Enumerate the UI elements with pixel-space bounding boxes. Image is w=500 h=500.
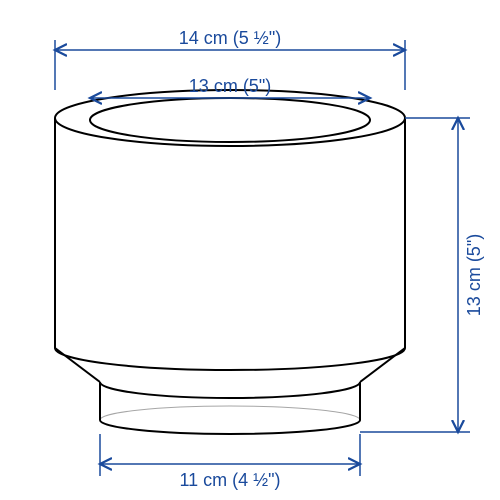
step-right bbox=[360, 348, 405, 382]
dim-height: 13 cm (5") bbox=[360, 118, 484, 432]
base-bottom-arc bbox=[100, 420, 360, 434]
base-bottom-back-arc bbox=[100, 406, 360, 420]
rim-inner bbox=[90, 98, 370, 142]
dimension-diagram: 14 cm (5 ½") 13 cm (5") 13 cm (5") 11 cm… bbox=[0, 0, 500, 500]
body-bottom-arc bbox=[55, 348, 405, 370]
dim-bottom-label: 11 cm (4 ½") bbox=[179, 470, 280, 490]
dim-top-outer-label: 14 cm (5 ½") bbox=[179, 28, 281, 48]
pot-outline bbox=[55, 90, 405, 434]
step-arc bbox=[100, 382, 360, 398]
step-left bbox=[55, 348, 100, 382]
dim-height-label: 13 cm (5") bbox=[464, 234, 484, 316]
dim-bottom: 11 cm (4 ½") bbox=[100, 434, 360, 490]
dim-top-inner-label: 13 cm (5") bbox=[189, 76, 271, 96]
dimension-lines: 14 cm (5 ½") 13 cm (5") 13 cm (5") 11 cm… bbox=[55, 28, 484, 490]
